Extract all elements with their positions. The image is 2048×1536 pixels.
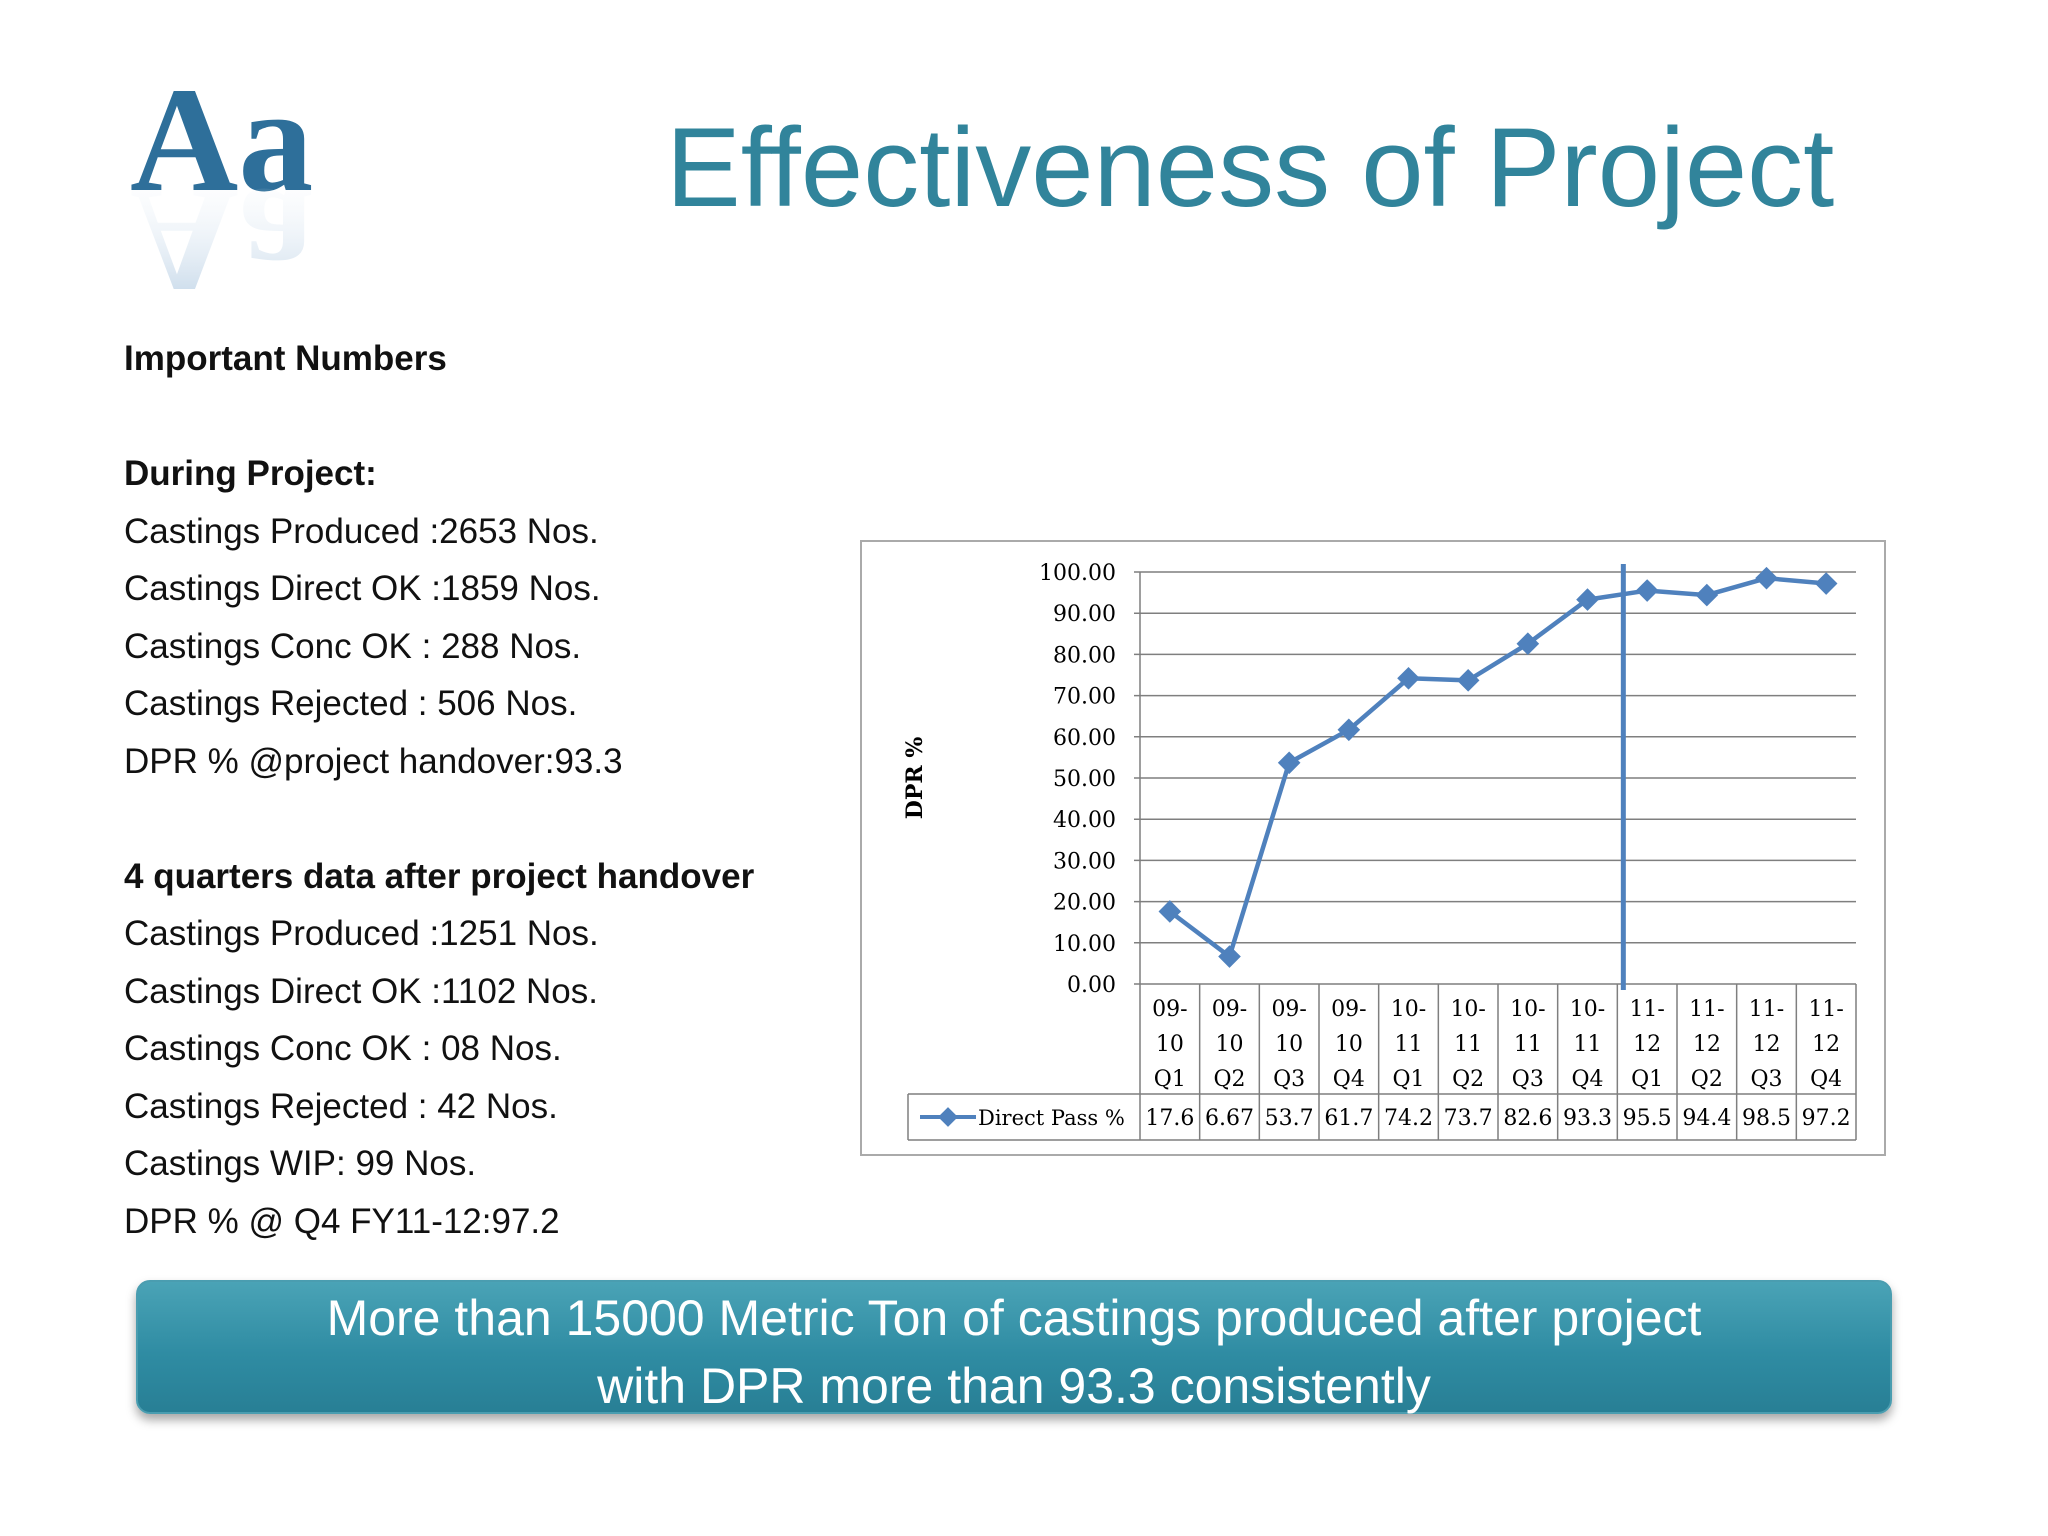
x-category-label: 12 [1693,1032,1721,1057]
x-category-label: 12 [1753,1032,1781,1057]
x-category-label: Q2 [1691,1067,1723,1092]
x-category-label: Q3 [1273,1067,1305,1092]
y-tick-label: 10.00 [1053,932,1116,957]
x-category-label: 11 [1395,1032,1423,1057]
y-axis-title: DPR % [902,737,928,820]
summary-banner: More than 15000 Metric Ton of castings p… [136,1280,1892,1414]
after-line: Castings Produced :1251 Nos. [124,914,599,953]
after-line: Castings Rejected : 42 Nos. [124,1086,558,1126]
data-value-label: 94.4 [1682,1106,1731,1131]
x-category-label: Q1 [1154,1067,1186,1092]
x-category-label: Q2 [1452,1067,1484,1092]
x-category-label: Q4 [1810,1067,1842,1092]
y-tick-label: 70.00 [1053,685,1116,710]
banner-line-1: More than 15000 Metric Ton of castings p… [326,1290,1702,1346]
x-category-label: 11- [1629,997,1664,1022]
x-category-label: 10 [1275,1032,1303,1057]
legend-marker [938,1107,958,1127]
x-category-label: 11- [1689,997,1724,1022]
x-category-label: Q3 [1750,1067,1782,1092]
important-numbers-panel: Important Numbers During Project: Castin… [124,330,844,1250]
x-category-label: Q1 [1392,1067,1424,1092]
during-line: Castings Conc OK : 288 Nos. [124,626,582,666]
slide-title: Effectiveness of Project [666,105,1835,230]
banner-line-2: with DPR more than 93.3 consistently [597,1358,1431,1414]
x-category-label: 12 [1633,1032,1661,1057]
logo-text: Aa [130,57,313,223]
x-category-label: Q2 [1213,1067,1245,1092]
x-category-label: 10- [1391,997,1426,1022]
data-value-label: 74.2 [1384,1106,1433,1131]
data-point-marker [1755,566,1778,590]
x-category-label: Q4 [1571,1067,1603,1092]
y-tick-label: 0.00 [1067,973,1116,998]
data-value-label: 93.3 [1563,1106,1612,1131]
x-category-label: 09- [1152,997,1187,1022]
x-category-label: 11 [1574,1032,1602,1057]
data-value-label: 82.6 [1503,1106,1552,1131]
data-point-marker [1814,572,1838,595]
after-line: Castings Direct OK :1102 Nos. [124,971,598,1011]
x-category-label: 12 [1812,1032,1840,1057]
data-value-label: 97.2 [1802,1106,1851,1131]
x-category-label: 10- [1570,997,1605,1022]
after-line: Castings WIP: 99 Nos. [124,1144,477,1183]
y-tick-label: 40.00 [1053,808,1116,833]
series-line [1168,575,1827,959]
data-value-label: 6.67 [1205,1106,1254,1131]
during-line: DPR % @project handover:93.3 [124,741,623,781]
data-value-label: 53.7 [1265,1106,1314,1131]
y-tick-label: 50.00 [1053,767,1116,792]
x-category-label: 10 [1216,1032,1244,1057]
data-value-label: 73.7 [1444,1106,1493,1131]
important-numbers-heading: Important Numbers [124,339,447,378]
x-category-label: 10 [1156,1032,1184,1057]
dpr-chart-svg: 0.00 10.00 20.00 30.00 40.00 50.00 60.00 70.00 8… [902,561,1857,1141]
data-value-label: 17.6 [1145,1106,1194,1131]
during-line: Castings Produced :2653 Nos. [124,511,599,551]
x-category-label: Q1 [1631,1067,1663,1092]
x-category-label: 09- [1212,997,1247,1022]
during-line: Castings Rejected : 506 Nos. [124,684,578,723]
during-project-heading: During Project: [124,454,377,493]
y-tick-label: 60.00 [1053,726,1116,751]
data-point-marker [1456,669,1480,692]
x-category-label: 09- [1331,997,1366,1022]
x-category-label: Q4 [1333,1067,1365,1092]
after-handover-heading: 4 quarters data after project handover [124,856,755,896]
x-category-label: Q3 [1512,1067,1544,1092]
y-tick-label: 20.00 [1053,891,1116,916]
x-category-label: 11 [1454,1032,1482,1057]
x-category-label: 10- [1510,997,1545,1022]
x-category-label: 11- [1808,997,1843,1022]
data-point-marker [1635,579,1659,602]
logo-reflection: Aa [130,157,313,310]
legend-label: Direct Pass % [978,1106,1125,1130]
x-category-label: 10 [1335,1032,1363,1057]
data-point-marker [1218,945,1241,968]
y-tick-label: 80.00 [1053,643,1116,668]
after-line: DPR % @ Q4 FY11-12:97.2 [124,1201,560,1241]
x-category-label: 11- [1749,997,1784,1022]
aa-logo: Aa Aa [130,57,313,310]
data-point-marker [1516,632,1540,656]
data-value-label: 95.5 [1623,1106,1672,1131]
data-point-marker [1277,751,1301,775]
after-line: Castings Conc OK : 08 Nos. [124,1029,562,1068]
dpr-chart: 0.00 10.00 20.00 30.00 40.00 50.00 60.00 70.00 8… [860,540,1886,1156]
y-tick-label: 90.00 [1053,602,1116,627]
x-category-label: 09- [1271,997,1306,1022]
y-tick-label: 100.00 [1039,561,1116,586]
x-category-label: 10- [1450,997,1485,1022]
data-point-marker [1695,583,1719,607]
during-line: Castings Direct OK :1859 Nos. [124,569,601,608]
data-value-label: 61.7 [1324,1106,1373,1131]
x-category-label: 11 [1514,1032,1542,1057]
y-tick-label: 30.00 [1053,849,1116,874]
data-point-marker [1158,900,1182,923]
data-value-label: 98.5 [1742,1106,1791,1131]
